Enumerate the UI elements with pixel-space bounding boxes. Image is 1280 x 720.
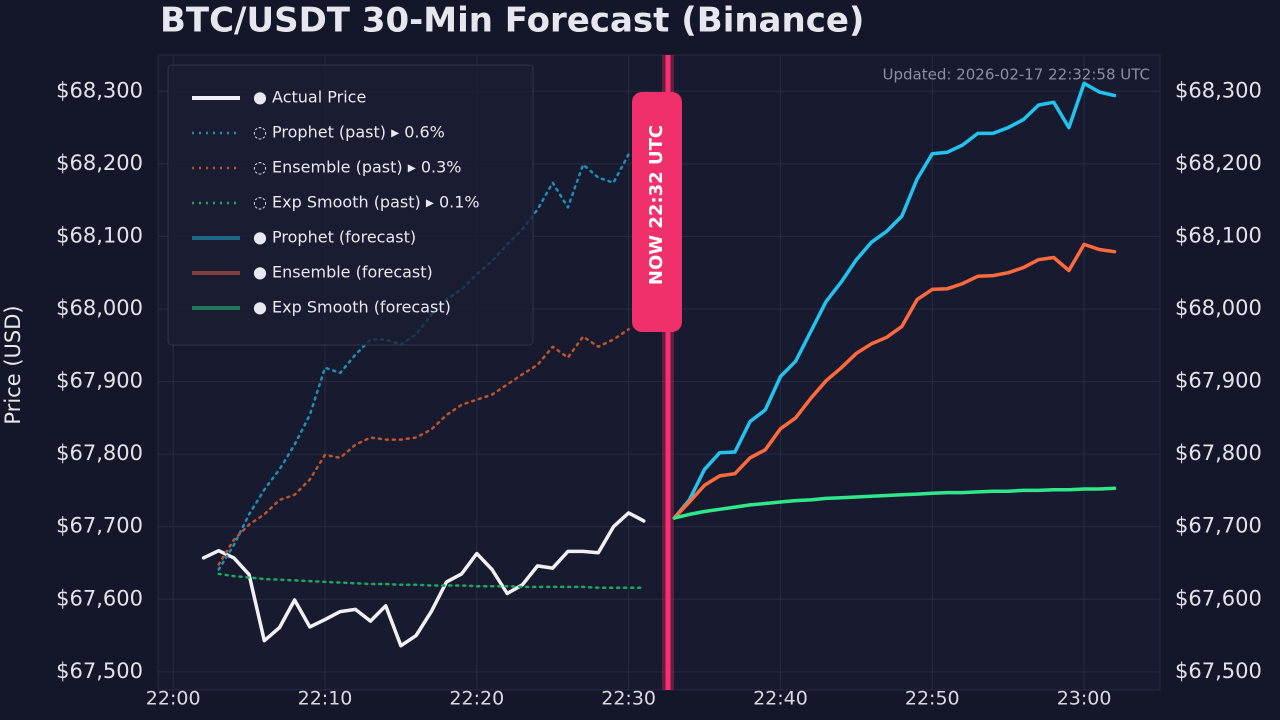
y-tick-label: $67,600 <box>56 586 143 610</box>
series-line <box>201 511 646 648</box>
y-tick-label: $67,700 <box>56 514 143 538</box>
y-tick-label: $68,200 <box>56 151 143 175</box>
y-tick-label: $67,800 <box>56 441 143 465</box>
legend-label: ◌ Exp Smooth (past) ▸ 0.1% <box>253 193 480 212</box>
y2-tick-label: $67,600 <box>1175 586 1262 610</box>
y-tick-label: $67,900 <box>56 369 143 393</box>
legend: ● Actual Price ◌ Prophet (past) ▸ 0.6% ◌ E… <box>167 64 534 346</box>
y-axis-label: Price (USD) <box>1 305 25 424</box>
y2-tick-label: $68,200 <box>1175 151 1262 175</box>
legend-label: ● Actual Price <box>253 88 366 107</box>
legend-box <box>167 64 534 346</box>
y-tick-label: $67,500 <box>56 659 143 683</box>
x-tick-label: 22:00 <box>146 688 201 710</box>
legend-label: ● Ensemble (forecast) <box>253 263 433 282</box>
legend-label: ● Exp Smooth (forecast) <box>253 298 451 317</box>
series-line <box>672 81 1117 520</box>
now-marker: NOW 22:32 UTC <box>632 55 682 690</box>
subtitle: Updated: 2026-02-17 22:32:58 UTC <box>883 66 1150 84</box>
x-tick-label: 22:30 <box>601 688 656 710</box>
series-line <box>217 328 630 566</box>
y2-tick-label: $68,300 <box>1175 78 1262 102</box>
now-label-box <box>632 92 682 332</box>
x-tick-label: 22:10 <box>298 688 353 710</box>
y2-tick-label: $67,700 <box>1175 514 1262 538</box>
y2-tick-label: $68,100 <box>1175 223 1262 247</box>
x-tick-label: 22:20 <box>449 688 504 710</box>
series-line <box>672 242 1117 520</box>
x-tick-label: 22:40 <box>753 688 808 710</box>
legend-label: ◌ Prophet (past) ▸ 0.6% <box>253 123 445 142</box>
legend-label: ◌ Ensemble (past) ▸ 0.3% <box>253 158 462 177</box>
y-tick-label: $68,100 <box>56 223 143 247</box>
now-line <box>665 55 671 690</box>
y2-tick-label: $67,500 <box>1175 659 1262 683</box>
series-line <box>217 572 646 589</box>
legend-label: ● Prophet (forecast) <box>253 228 416 247</box>
x-tick-label: 23:00 <box>1057 688 1112 710</box>
x-tick-label: 22:50 <box>905 688 960 710</box>
y-tick-label: $68,000 <box>56 296 143 320</box>
y2-tick-label: $67,900 <box>1175 369 1262 393</box>
chart-title: BTC/USDT 30-Min Forecast (Binance) <box>160 1 864 41</box>
y-tick-label: $68,300 <box>56 78 143 102</box>
y2-tick-label: $68,000 <box>1175 296 1262 320</box>
now-label: NOW 22:32 UTC <box>646 125 667 285</box>
series-line <box>672 486 1117 520</box>
y2-tick-label: $67,800 <box>1175 441 1262 465</box>
